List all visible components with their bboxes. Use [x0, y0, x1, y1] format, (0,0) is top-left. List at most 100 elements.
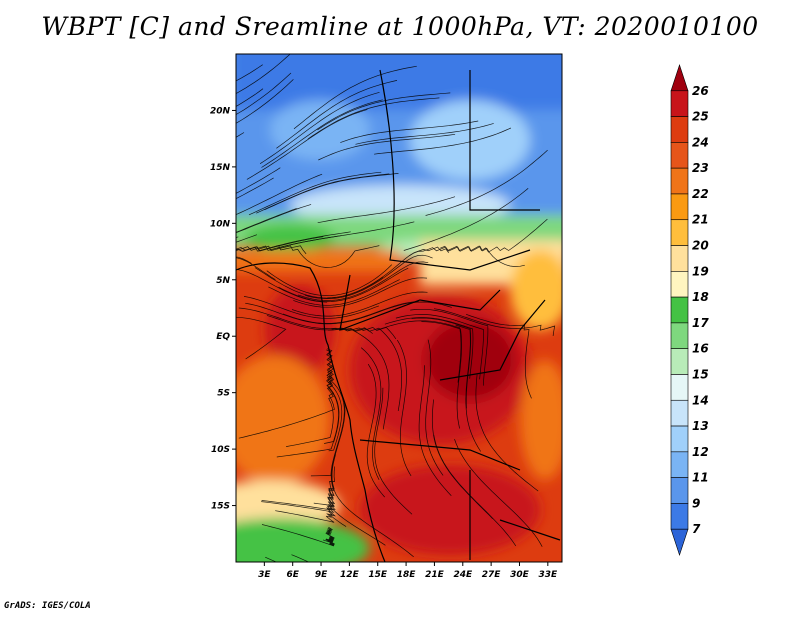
colorbar-swatch — [670, 116, 689, 143]
colorbar-swatch — [670, 528, 689, 556]
streamline — [275, 489, 336, 523]
x-tick-label: 21E — [425, 570, 445, 580]
colorbar-label: 18 — [692, 290, 709, 304]
streamline — [454, 438, 543, 547]
streamline — [366, 363, 385, 498]
streamline — [322, 526, 335, 544]
colorbar-swatch — [670, 167, 689, 195]
streamline — [331, 327, 402, 412]
streamline — [374, 387, 413, 515]
colorbar-label: 9 — [692, 496, 700, 510]
colorbar-label: 22 — [692, 187, 709, 201]
streamline — [264, 173, 399, 211]
y-tick-label: 15N — [210, 163, 231, 173]
colorbar-label: 25 — [692, 110, 709, 124]
colorbar-swatch — [670, 90, 689, 117]
colorbar-label: 20 — [692, 239, 709, 253]
wbpt-field — [236, 54, 562, 562]
streamline — [238, 379, 335, 439]
streamline — [261, 524, 335, 547]
streamline — [236, 167, 281, 194]
streamline — [248, 171, 382, 216]
x-tick-label: 30E — [510, 570, 530, 580]
colorbar-swatch — [670, 142, 689, 169]
streamline — [256, 173, 390, 214]
colorbar-label: 24 — [692, 135, 709, 149]
y-axis: 20N 15N 10N 5N EQ 5S 10S 15S — [210, 106, 236, 512]
streamline — [236, 204, 312, 234]
streamline — [455, 324, 481, 452]
streamline — [282, 301, 419, 324]
x-tick-label: 6E — [286, 570, 299, 580]
streamline — [236, 316, 287, 360]
colorbar-swatch — [670, 399, 689, 427]
colorbar: 26 25 24 23 22 21 20 19 18 17 16 15 14 13 12 11 9 7 — [670, 64, 709, 556]
streamline — [236, 234, 258, 243]
colorbar-swatch — [670, 245, 689, 272]
streamline — [291, 554, 310, 562]
colorbar-swatch — [670, 477, 689, 504]
y-tick-label: 5N — [216, 276, 230, 286]
colorbar-swatch — [670, 296, 689, 324]
streamline — [276, 375, 339, 458]
streamline — [293, 65, 417, 130]
y-tick-label: 20N — [210, 106, 231, 116]
x-tick-label: 24E — [453, 570, 473, 580]
streamline — [327, 454, 386, 546]
colorbar-label: 7 — [692, 522, 701, 536]
streamline — [326, 349, 343, 452]
streamline — [327, 246, 449, 299]
streamline — [236, 177, 274, 200]
streamline — [315, 301, 452, 325]
streamline — [465, 313, 532, 399]
colorbar-label: 26 — [692, 84, 709, 98]
streamline — [236, 54, 290, 94]
streamline — [236, 79, 294, 124]
colorbar-label: 12 — [692, 445, 709, 459]
x-tick-label: 15E — [368, 570, 388, 580]
streamline — [318, 133, 456, 161]
streamline — [243, 296, 380, 319]
x-tick-label: 33E — [538, 570, 558, 580]
colorbar-label: 21 — [692, 213, 709, 227]
streamline — [395, 314, 484, 380]
colorbar-label: 23 — [692, 161, 709, 175]
streamline — [276, 80, 398, 149]
streamline — [291, 291, 428, 317]
colorbar-label: 17 — [692, 316, 709, 330]
colorbar-swatch — [670, 503, 689, 530]
streamline — [236, 72, 292, 115]
streamline — [433, 308, 556, 336]
streamline — [384, 317, 474, 379]
colorbar-label: 11 — [692, 471, 709, 485]
streamline — [440, 218, 548, 253]
colorbar-swatch — [670, 348, 689, 375]
streamline — [475, 374, 539, 492]
streamline — [340, 120, 479, 143]
colorbar-label: 16 — [692, 342, 709, 356]
streamline — [236, 235, 342, 252]
streamline — [266, 264, 393, 296]
streamline — [236, 64, 263, 82]
streamline — [317, 196, 456, 224]
streamline — [421, 321, 462, 429]
streamline — [236, 236, 324, 252]
streamline — [331, 455, 414, 558]
colorbar-swatch — [670, 322, 689, 349]
colorbar-label: 13 — [692, 419, 709, 433]
streamline — [410, 308, 489, 386]
streamline — [259, 91, 380, 164]
streamline — [396, 339, 412, 477]
streamline — [261, 99, 383, 168]
streamline — [418, 365, 452, 496]
streamline — [236, 132, 245, 138]
y-tick-label: 10S — [211, 445, 230, 455]
streamline — [317, 92, 451, 131]
streamline — [425, 149, 548, 216]
streamline — [411, 317, 472, 409]
streamline — [409, 246, 525, 267]
colorbar-label: 19 — [692, 264, 709, 278]
colorbar-swatch — [670, 374, 689, 401]
colorbar-swatch — [670, 425, 689, 453]
